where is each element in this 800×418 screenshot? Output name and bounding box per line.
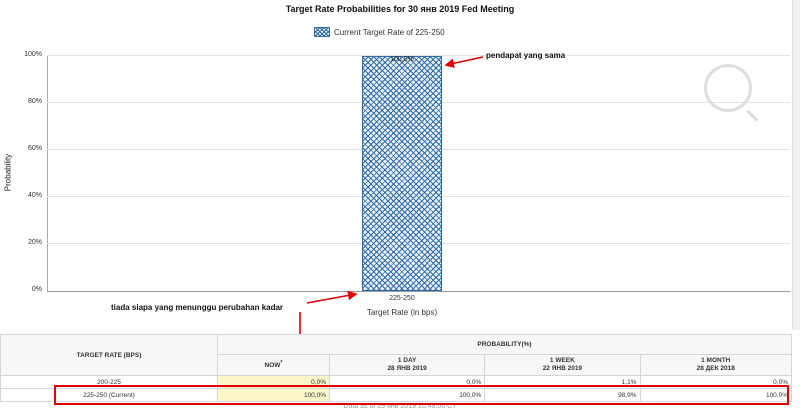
chart-legend[interactable]: Current Target Rate of 225-250 xyxy=(314,27,445,37)
target-rate-header: TARGET RATE (BPS) xyxy=(0,334,218,376)
x-axis-title: Target Rate (in bps) xyxy=(366,308,438,317)
legend-label: Current Target Rate of 225-250 xyxy=(334,27,445,37)
y-tick-label: 80% xyxy=(27,98,42,105)
column-header-1-week[interactable]: 1 WEEK 22 ЯНВ 2019 xyxy=(484,354,641,376)
cell-1-day: 100,0% xyxy=(328,388,486,402)
y-tick-label: 40% xyxy=(27,192,42,199)
column-header-1-month[interactable]: 1 MONTH 28 ДЕК 2018 xyxy=(639,354,792,376)
cell-1-month: 100,0% xyxy=(639,388,792,402)
plot-area xyxy=(47,55,791,291)
x-axis-line xyxy=(47,291,790,292)
x-tick-label: 225-250 xyxy=(389,295,415,302)
probability-header: PROBABILITY(%) xyxy=(217,334,792,355)
cell-now: 100,0% xyxy=(217,388,330,402)
column-header-1-day[interactable]: 1 DAY 28 ЯНВ 2019 xyxy=(328,354,486,376)
chart-title: Target Rate Probabilities for 30 янв 201… xyxy=(285,4,515,14)
probability-table: TARGET RATE (BPS) PROBABILITY(%) NOW* 1 … xyxy=(0,334,792,402)
arrow-to-x-tick xyxy=(306,290,358,304)
annotation-same-opinion: pendapat yang sama xyxy=(486,51,566,60)
cell-1-week: 98,9% xyxy=(484,388,641,402)
arrow-to-bar-top xyxy=(444,56,484,69)
data-timestamp: Data as of 29 янв 2019 10:49:06 CT xyxy=(343,403,457,410)
y-tick-label: 0% xyxy=(31,286,42,293)
column-header-now[interactable]: NOW* xyxy=(217,354,330,376)
table-row: 225-250 (Current) 100,0% 100,0% 98,9% 10… xyxy=(0,388,792,402)
y-tick-label: 20% xyxy=(27,239,42,246)
highlight-box xyxy=(54,385,789,405)
gridline xyxy=(47,55,790,56)
bar-value-label: 100,0% xyxy=(390,56,414,63)
annotation-nobody-waiting: tiada siapa yang menunggu perubahan kada… xyxy=(111,303,284,312)
y-tick-label: 100% xyxy=(24,51,42,58)
vertical-scrollbar[interactable] xyxy=(792,0,800,330)
y-tick-label: 60% xyxy=(27,145,42,152)
watermark-logo-icon xyxy=(704,64,752,112)
bar-225-250[interactable] xyxy=(362,56,442,291)
legend-swatch xyxy=(314,27,330,37)
